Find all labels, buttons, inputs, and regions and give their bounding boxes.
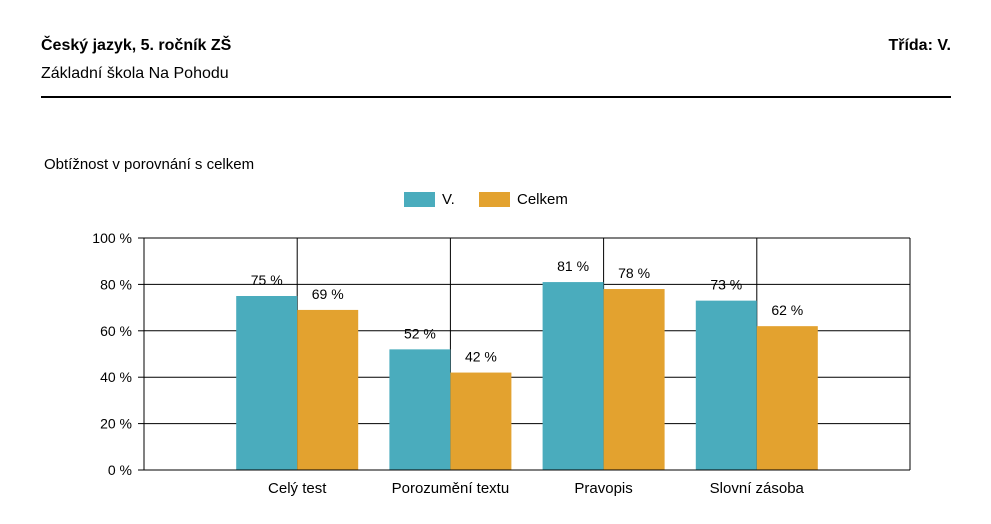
school-name: Základní škola Na Pohodu (41, 65, 229, 82)
x-tick-label: Porozumění textu (392, 480, 510, 497)
data-label: 62 % (771, 302, 803, 318)
data-label: 73 % (710, 277, 742, 293)
data-label: 75 % (251, 272, 283, 288)
header-divider (41, 96, 951, 98)
data-label: 81 % (557, 258, 589, 274)
bar (542, 282, 604, 470)
y-tick-label: 60 % (100, 323, 132, 339)
class-label: Třída: V. (888, 37, 951, 54)
bar (389, 349, 451, 470)
legend-label: V. (442, 191, 455, 208)
report-title: Český jazyk, 5. ročník ZŠ (41, 37, 232, 54)
bar (756, 326, 818, 470)
chart-title: Obtížnost v porovnání s celkem (44, 156, 255, 173)
bar (603, 289, 665, 470)
bar (450, 372, 512, 470)
bar (695, 300, 757, 470)
data-label: 69 % (312, 286, 344, 302)
x-tick-label: Slovní zásoba (710, 480, 805, 497)
y-tick-label: 20 % (100, 416, 132, 432)
legend-swatch (404, 192, 435, 207)
data-label: 42 % (465, 349, 497, 365)
legend-label: Celkem (517, 191, 568, 208)
y-tick-label: 0 % (108, 462, 132, 478)
x-tick-label: Celý test (268, 480, 327, 497)
legend-swatch (479, 192, 510, 207)
bar (297, 309, 359, 470)
y-tick-label: 100 % (92, 230, 132, 246)
data-label: 52 % (404, 325, 436, 341)
data-label: 78 % (618, 265, 650, 281)
y-tick-label: 40 % (100, 369, 132, 385)
y-tick-label: 80 % (100, 276, 132, 292)
bar (236, 296, 298, 470)
x-tick-label: Pravopis (574, 480, 632, 497)
